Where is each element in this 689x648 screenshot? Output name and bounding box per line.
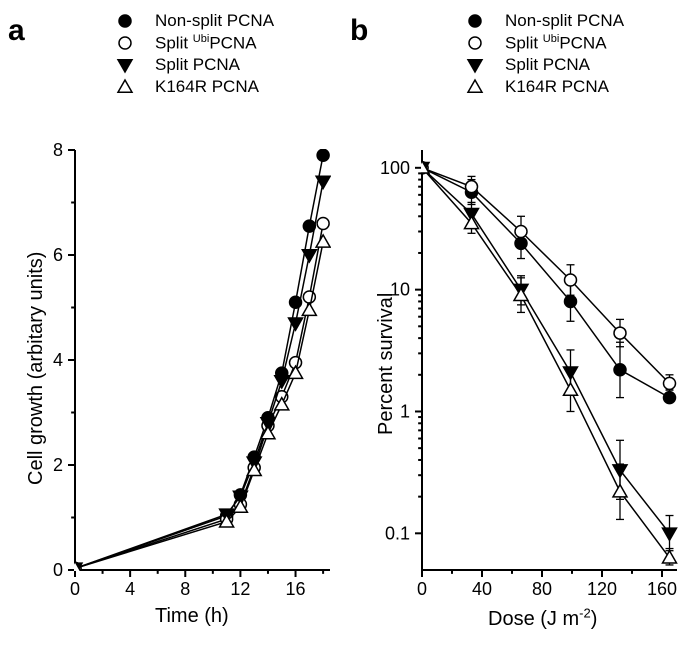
legend-item-splitpcna: Split PCNA — [445, 54, 624, 76]
splitubi-marker-icon — [95, 33, 155, 53]
legend-item-k164r: K164R PCNA — [95, 76, 274, 98]
svg-text:12: 12 — [230, 579, 250, 599]
legend-label: Split UbiPCNA — [155, 33, 257, 54]
svg-text:6: 6 — [53, 245, 63, 265]
svg-text:2: 2 — [53, 455, 63, 475]
legend-label: K164R PCNA — [505, 77, 609, 97]
panel-b-legend: Non-split PCNASplit UbiPCNASplit PCNAK16… — [445, 10, 624, 98]
svg-text:4: 4 — [125, 579, 135, 599]
nonsplit-marker-icon — [95, 11, 155, 31]
svg-text:160: 160 — [647, 579, 677, 599]
svg-text:0.1: 0.1 — [385, 523, 410, 543]
splitpcna-marker-icon — [445, 55, 505, 75]
legend-label: Split PCNA — [505, 55, 590, 75]
nonsplit-marker-icon — [445, 11, 505, 31]
legend-item-splitubi: Split UbiPCNA — [445, 32, 624, 54]
legend-label: Non-split PCNA — [155, 11, 274, 31]
svg-text:8: 8 — [53, 140, 63, 160]
svg-text:8: 8 — [180, 579, 190, 599]
splitubi-marker-icon — [445, 33, 505, 53]
legend-label: Split UbiPCNA — [505, 33, 607, 54]
svg-text:100: 100 — [380, 158, 410, 178]
legend-item-nonsplit: Non-split PCNA — [95, 10, 274, 32]
svg-text:120: 120 — [587, 579, 617, 599]
svg-text:1: 1 — [400, 401, 410, 421]
figure-root: a b Non-split PCNASplit UbiPCNASplit PCN… — [0, 0, 689, 648]
panel-a-xlabel: Time (h) — [155, 605, 229, 628]
splitpcna-marker-icon — [95, 55, 155, 75]
svg-text:0: 0 — [417, 579, 427, 599]
panel-a-label: a — [8, 14, 25, 48]
panel-a-legend: Non-split PCNASplit UbiPCNASplit PCNAK16… — [95, 10, 274, 98]
svg-text:16: 16 — [286, 579, 306, 599]
panel-b-label: b — [350, 14, 368, 48]
svg-text:0: 0 — [53, 560, 63, 580]
legend-item-splitpcna: Split PCNA — [95, 54, 274, 76]
panel-b-ylabel: Percent survival — [375, 293, 398, 435]
panel-b-plot: 040801201600.1110100 — [380, 150, 677, 599]
svg-text:40: 40 — [472, 579, 492, 599]
legend-item-splitubi: Split UbiPCNA — [95, 32, 274, 54]
k164r-marker-icon — [95, 77, 155, 97]
panel-a-ylabel: Cell growth (arbitary units) — [25, 252, 48, 485]
svg-text:0: 0 — [70, 579, 80, 599]
legend-label: Non-split PCNA — [505, 11, 624, 31]
legend-item-nonsplit: Non-split PCNA — [445, 10, 624, 32]
legend-label: K164R PCNA — [155, 77, 259, 97]
svg-text:4: 4 — [53, 350, 63, 370]
panel-b-xlabel: Dose (J m-2) — [488, 605, 597, 631]
panel-a-plot: 0 4 8 12 16 0 2 4 6 8 — [53, 140, 330, 599]
k164r-marker-icon — [445, 77, 505, 97]
svg-text:80: 80 — [532, 579, 552, 599]
legend-label: Split PCNA — [155, 55, 240, 75]
legend-item-k164r: K164R PCNA — [445, 76, 624, 98]
